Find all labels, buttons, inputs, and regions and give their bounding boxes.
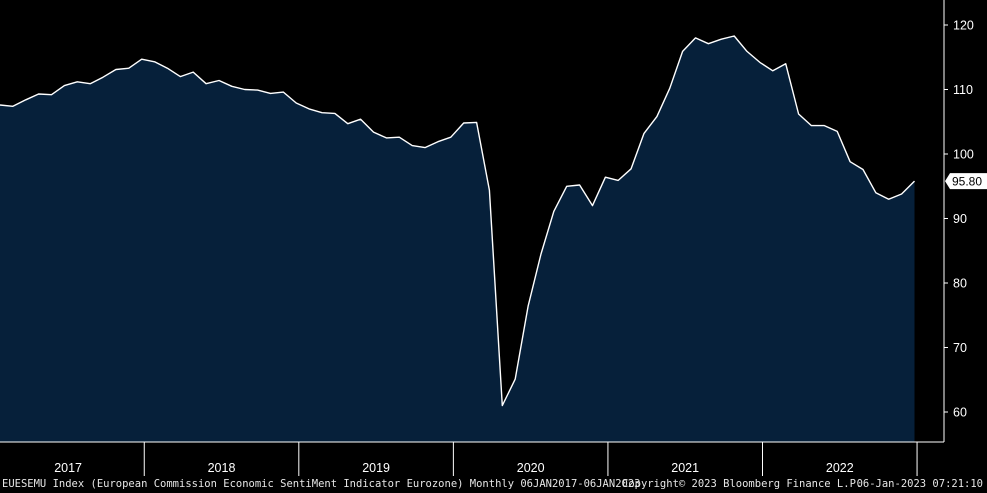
data-point-41 (527, 305, 530, 308)
timestamp: 06-Jan-2023 07:21:10 (856, 478, 983, 490)
data-point-19 (243, 88, 246, 91)
data-point-46 (591, 204, 594, 207)
y-tick-label-110: 110 (953, 83, 973, 97)
x-tick-label-2020: 2020 (517, 461, 545, 475)
data-point-56 (720, 38, 723, 41)
data-point-42 (540, 253, 543, 256)
y-tick-label-100: 100 (953, 148, 974, 162)
data-point-1 (11, 105, 14, 108)
data-point-35 (449, 136, 452, 139)
data-point-13 (166, 67, 169, 70)
data-point-9 (114, 68, 117, 71)
data-point-49 (630, 167, 633, 170)
data-point-67 (862, 168, 865, 171)
data-point-2 (24, 98, 27, 101)
data-point-62 (797, 113, 800, 116)
data-point-16 (205, 82, 208, 85)
copyright-notice: Copyright© 2023 Bloomberg Finance L.P. (622, 478, 863, 490)
data-point-52 (668, 87, 671, 90)
series-area (0, 36, 915, 442)
data-point-32 (411, 144, 414, 147)
data-point-58 (746, 50, 749, 53)
data-point-33 (424, 146, 427, 149)
data-point-24 (308, 107, 311, 110)
y-tick-label-60: 60 (953, 406, 967, 420)
data-point-45 (578, 184, 581, 187)
data-point-55 (707, 42, 710, 45)
data-point-50 (643, 132, 646, 135)
data-point-11 (140, 58, 143, 61)
chart-footer: EUESEMU Index (European Commission Econo… (0, 476, 987, 493)
data-point-39 (501, 404, 504, 407)
x-tick-label-2021: 2021 (671, 461, 699, 475)
index-description: EUESEMU Index (European Commission Econo… (2, 478, 641, 490)
data-point-27 (346, 122, 349, 125)
data-point-31 (398, 136, 401, 139)
y-tick-label-90: 90 (953, 212, 967, 226)
x-axis-ticks: 2017 2018 2019 2020 2021 2022 (54, 442, 918, 476)
x-tick-label-2022: 2022 (826, 461, 854, 475)
data-point-60 (771, 69, 774, 72)
data-point-68 (874, 191, 877, 194)
data-point-26 (333, 112, 336, 115)
data-point-14 (179, 75, 182, 78)
data-point-30 (385, 136, 388, 139)
data-point-54 (694, 36, 697, 39)
data-point-8 (102, 76, 105, 79)
data-point-12 (153, 60, 156, 63)
y-tick-label-80: 80 (953, 277, 967, 291)
data-point-63 (810, 124, 813, 127)
data-point-48 (617, 179, 620, 182)
data-point-7 (89, 82, 92, 85)
data-point-59 (758, 61, 761, 64)
data-point-47 (604, 176, 607, 179)
data-point-10 (127, 67, 130, 70)
data-point-23 (295, 102, 298, 105)
data-point-66 (849, 160, 852, 163)
data-point-71 (913, 180, 916, 183)
data-point-28 (359, 118, 362, 121)
data-point-6 (76, 80, 79, 83)
last-value-badge: 95.80 (945, 173, 987, 190)
data-point-70 (900, 193, 903, 196)
data-point-53 (681, 50, 684, 53)
data-point-25 (321, 111, 324, 114)
y-tick-label-120: 120 (953, 19, 974, 33)
data-point-65 (836, 130, 839, 133)
data-point-15 (192, 71, 195, 74)
data-point-17 (218, 79, 221, 82)
data-point-18 (230, 85, 233, 88)
data-point-44 (565, 185, 568, 188)
data-point-34 (436, 140, 439, 143)
data-point-5 (63, 84, 66, 87)
data-point-22 (282, 91, 285, 94)
last-value-badge-shape (945, 173, 987, 190)
data-point-43 (552, 210, 555, 213)
data-point-69 (887, 198, 890, 201)
data-point-21 (269, 92, 272, 95)
data-point-64 (823, 124, 826, 127)
last-value-label: 95.80 (952, 175, 982, 189)
data-point-38 (488, 189, 491, 192)
x-tick-label-2018: 2018 (208, 461, 236, 475)
data-point-40 (514, 378, 517, 381)
data-point-51 (655, 115, 658, 118)
x-tick-label-2019: 2019 (362, 461, 390, 475)
data-point-37 (475, 121, 478, 124)
data-point-29 (372, 131, 375, 134)
data-point-3 (37, 93, 40, 96)
series-line (0, 35, 915, 407)
data-point-20 (256, 89, 259, 92)
data-point-36 (462, 122, 465, 125)
data-point-4 (50, 93, 53, 96)
data-point-57 (733, 35, 736, 38)
y-tick-label-70: 70 (953, 341, 967, 355)
data-point-61 (784, 62, 787, 65)
y-axis-ticks: 60 70 80 90 100 110 120 (944, 19, 974, 420)
x-tick-label-2017: 2017 (54, 461, 82, 475)
